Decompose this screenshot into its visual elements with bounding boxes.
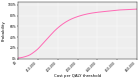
Y-axis label: Probability: Probability [2,20,6,41]
X-axis label: Cost per QALY threshold: Cost per QALY threshold [54,74,101,78]
